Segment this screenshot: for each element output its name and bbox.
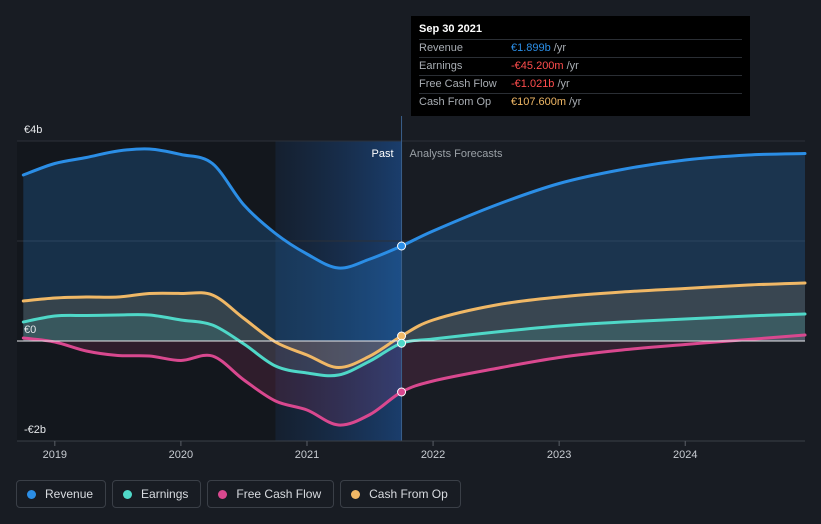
y-tick-label: €0 [24,324,36,336]
y-tick-label: -€2b [24,424,46,436]
tooltip-value: €107.600m [511,96,567,108]
tooltip-value: €1.899b [511,42,551,54]
tooltip-row-earnings: Earnings -€45.200m /yr [419,57,742,75]
legend-dot-icon [218,489,228,499]
legend-dot-icon [351,489,361,499]
line-revenue [21,147,807,270]
line-free-cash-flow [21,333,807,427]
tooltip-value: -€45.200m [511,60,564,72]
tooltip-name: Earnings [419,60,463,72]
x-tick-label: 2022 [421,449,445,461]
tooltip-unit: /yr [566,60,579,72]
x-tick-label: 2024 [673,449,697,461]
tooltip: Sep 30 2021 Revenue €1.899b /yr Earnings… [411,16,750,116]
area-cash-from-op [23,283,805,368]
legend: Revenue Earnings Free Cash Flow Cash Fro… [16,480,461,508]
tooltip-name: Revenue [419,42,464,54]
tooltip-row-revenue: Revenue €1.899b /yr [419,39,742,57]
past-label: Past [372,148,394,160]
point-revenue [397,241,407,251]
legend-label: Earnings [141,487,189,501]
y-axis: €4b €0 -€2b [24,124,46,436]
y-tick-label: €4b [24,124,42,136]
x-axis: 2019 2020 2021 2022 2023 2024 [17,440,805,461]
tooltip-date: Sep 30 2021 [419,23,482,35]
line-cash-from-op [21,281,807,370]
tooltip-name: Free Cash Flow [419,78,497,90]
series-lines [21,147,807,427]
tooltip-points [397,241,407,397]
legend-dot-icon [27,489,36,499]
legend-item-free-cash-flow[interactable]: Free Cash Flow [207,480,335,508]
tooltip-row-cash-from-op: Cash From Op €107.600m /yr [419,93,742,111]
tooltip-row-free-cash-flow: Free Cash Flow -€1.021b /yr [419,75,742,93]
tooltip-name: Cash From Op [419,96,492,108]
legend-item-cash-from-op[interactable]: Cash From Op [340,480,461,508]
point-earnings [397,338,407,348]
line-earnings [21,312,807,378]
tooltip-unit: /yr [553,42,566,54]
highlight-band [275,141,402,441]
tooltip-value: -€1.021b [511,78,555,90]
tooltip-unit: /yr [557,78,570,90]
legend-label: Free Cash Flow [236,487,322,501]
legend-item-earnings[interactable]: Earnings [112,480,202,508]
x-tick-label: 2019 [43,449,67,461]
legend-item-revenue[interactable]: Revenue [16,480,107,508]
point-free-cash-flow [397,387,407,397]
forecast-label: Analysts Forecasts [410,148,503,160]
legend-label: Revenue [45,487,94,501]
legend-label: Cash From Op [369,487,448,501]
tooltip-unit: /yr [569,96,582,108]
x-tick-label: 2020 [169,449,193,461]
legend-dot-icon [123,489,133,499]
x-tick-label: 2023 [547,449,571,461]
x-tick-label: 2021 [295,449,319,461]
